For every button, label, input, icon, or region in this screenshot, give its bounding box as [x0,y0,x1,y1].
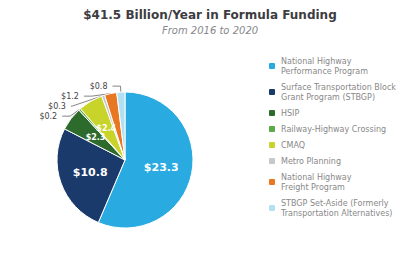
svg-text:Surface Transportation Block: Surface Transportation Block [281,83,396,92]
svg-text:$23.3: $23.3 [144,161,179,174]
svg-text:$0.2: $0.2 [39,112,57,121]
svg-text:$2.3: $2.3 [86,133,106,142]
svg-text:From 2016 to 2020: From 2016 to 2020 [162,25,258,36]
svg-text:CMAQ: CMAQ [281,141,305,150]
svg-text:$2.4: $2.4 [96,124,116,133]
svg-text:Railway-Highway Crossing: Railway-Highway Crossing [281,125,386,134]
svg-text:$1.2: $1.2 [61,92,79,101]
svg-text:Performance Program: Performance Program [281,67,368,76]
svg-text:STBGP Set-Aside (Formerly: STBGP Set-Aside (Formerly [281,199,389,208]
svg-text:Freight Program: Freight Program [281,183,345,192]
svg-text:National Highway: National Highway [281,57,352,66]
svg-text:$0.8: $0.8 [90,82,108,91]
svg-text:$41.5 Billion/Year in Formula: $41.5 Billion/Year in Formula Funding [83,8,337,22]
svg-text:Metro Planning: Metro Planning [281,157,341,166]
svg-text:National Highway: National Highway [281,173,352,182]
svg-text:Grant Program (STBGP): Grant Program (STBGP) [281,93,375,102]
svg-text:$0.3: $0.3 [48,102,66,111]
svg-text:$10.8: $10.8 [73,166,108,179]
svg-text:HSIP: HSIP [281,109,299,118]
svg-text:Transportation Alternatives): Transportation Alternatives) [280,209,393,218]
